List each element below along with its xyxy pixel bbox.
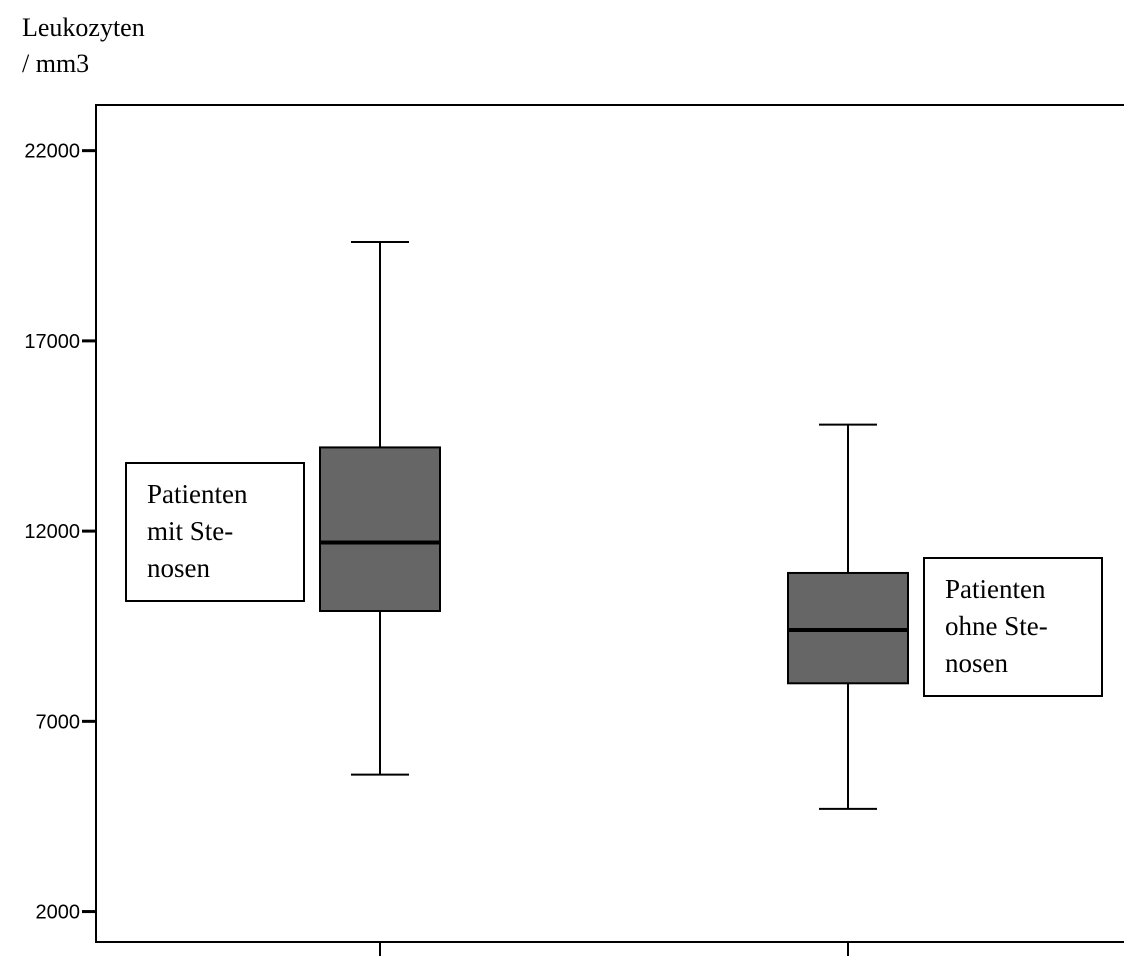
y-tick-label: 7000 <box>36 711 81 733</box>
annotation-line: Patienten <box>147 479 248 509</box>
annotation-line: ohne Ste- <box>945 611 1048 641</box>
annotation-box-2: Patienten ohne Ste-nosen <box>923 557 1103 697</box>
annotation-line: nosen <box>147 553 210 583</box>
y-tick-label: 12000 <box>24 521 80 543</box>
box-group-1: Patienten mit Ste-nosen <box>125 240 441 776</box>
annotation-frame <box>923 557 1103 697</box>
y-tick-label: 17000 <box>24 331 80 353</box>
y-axis-title: Leukozyten / mm3 <box>22 13 145 78</box>
x-axis-ticks <box>379 942 849 956</box>
y-axis-title-line-2: / mm3 <box>22 49 89 78</box>
y-axis-ticks: 2000 7000 12000 17000 22000 <box>24 141 96 924</box>
y-axis-title-line-1: Leukozyten <box>22 13 145 42</box>
annotation-frame <box>125 462 305 602</box>
y-tick-label: 2000 <box>36 902 81 924</box>
annotation-line: Patienten <box>945 574 1046 604</box>
box-group-2: Patienten ohne Ste-nosen <box>787 423 1103 810</box>
y-tick-label: 22000 <box>24 141 80 163</box>
annotation-box-1: Patienten mit Ste-nosen <box>125 462 305 602</box>
plot-frame <box>95 104 1124 943</box>
interquartile-box <box>319 446 441 613</box>
annotation-line: nosen <box>945 648 1008 678</box>
annotation-line: mit Ste- <box>147 516 233 546</box>
boxes-layer: Patienten mit Ste-nosen Patienten ohne Ste-… <box>125 240 1103 810</box>
